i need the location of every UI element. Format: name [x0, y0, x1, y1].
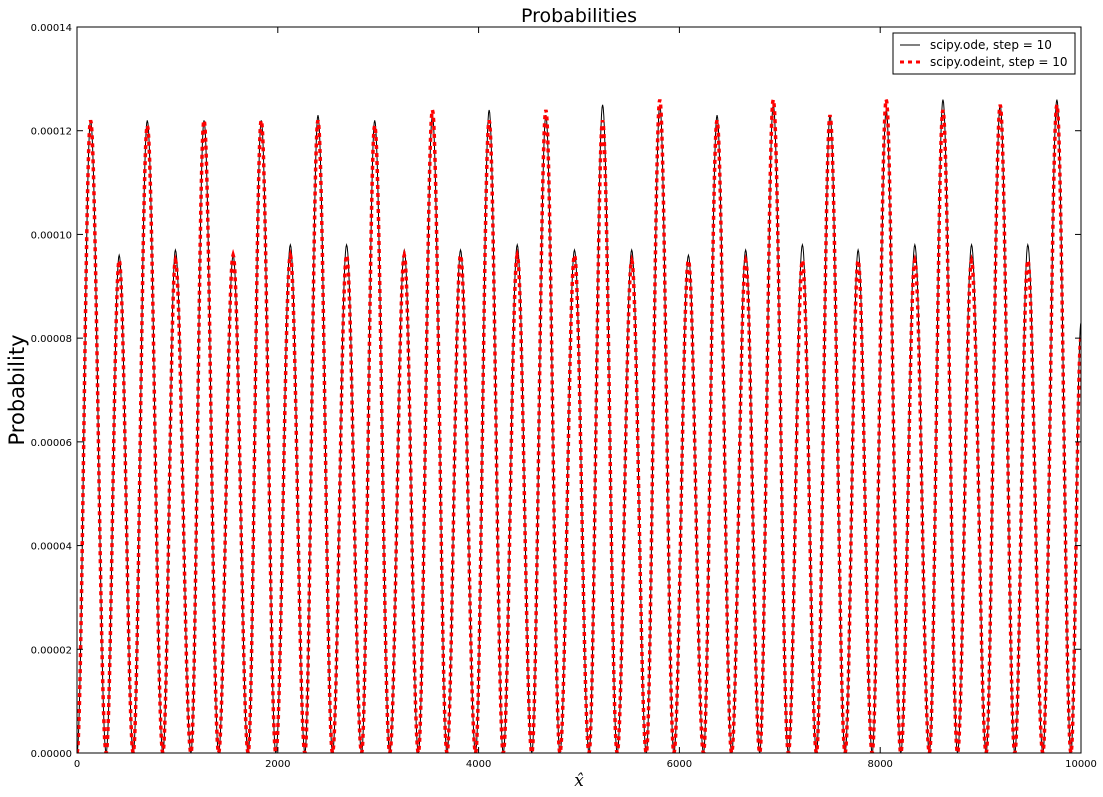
legend-label-odeint: scipy.odeint, step = 10 — [930, 55, 1068, 69]
y-tick-label: 0.00008 — [31, 334, 72, 345]
x-axis-label: x̂ — [574, 771, 584, 791]
y-tick-label: 0.00002 — [31, 645, 72, 656]
x-tick-label: 0 — [74, 759, 80, 770]
legend-label-ode: scipy.ode, step = 10 — [930, 38, 1052, 52]
x-tick-label: 6000 — [667, 759, 692, 770]
y-tick-label: 0.00014 — [31, 23, 72, 34]
series-line-odeint — [77, 99, 1081, 753]
x-tick-label: 8000 — [867, 759, 892, 770]
x-tick-label: 10000 — [1065, 759, 1097, 770]
y-tick-label: 0.00006 — [31, 438, 72, 449]
y-tick-label: 0.00004 — [31, 542, 72, 553]
plot-frame — [76, 26, 1082, 754]
y-tick-label: 0.00012 — [31, 127, 72, 138]
legend-box — [892, 32, 1076, 75]
y-axis-label: Probability — [5, 334, 29, 445]
y-tick-label: 0.00000 — [31, 749, 72, 760]
x-tick-label: 2000 — [265, 759, 290, 770]
chart-title: Probabilities — [521, 5, 637, 27]
x-tick-label: 4000 — [466, 759, 491, 770]
y-tick-label: 0.00010 — [31, 230, 72, 241]
legend: scipy.ode, step = 10 scipy.odeint, step … — [892, 32, 1076, 75]
